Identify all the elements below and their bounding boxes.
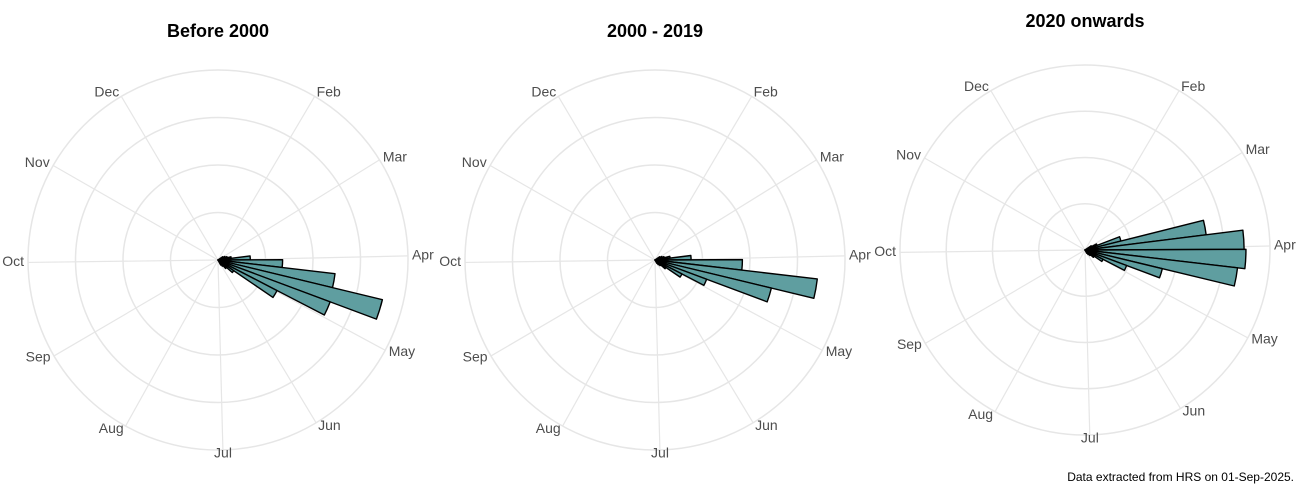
grid-spoke xyxy=(120,96,219,261)
month-label: Nov xyxy=(25,154,50,170)
chart-title: 2000 - 2019 xyxy=(607,21,703,41)
grid-circle xyxy=(27,69,409,451)
grid-spoke xyxy=(53,259,219,357)
grid-circle xyxy=(74,116,362,404)
month-label: Oct xyxy=(439,253,461,269)
grid-spoke xyxy=(654,259,661,450)
month-label: Jul xyxy=(214,445,232,461)
month-label: Aug xyxy=(536,420,561,436)
grid-circle xyxy=(122,164,314,356)
month-label: Mar xyxy=(820,148,844,164)
grid-spoke xyxy=(217,259,317,424)
bar xyxy=(217,259,222,266)
grid-spoke xyxy=(1084,90,1180,251)
grid-spoke xyxy=(28,259,219,264)
month-label: Aug xyxy=(968,406,993,422)
grid-spoke xyxy=(990,90,1086,251)
grid-spoke xyxy=(924,157,1086,251)
month-label: May xyxy=(826,343,852,359)
month-label: Jun xyxy=(755,417,778,433)
grid-spoke xyxy=(465,259,656,264)
grid-circle xyxy=(559,164,751,356)
month-label: May xyxy=(1251,330,1277,346)
chart-title: 2020 onwards xyxy=(1025,11,1144,31)
grid-spoke xyxy=(654,259,754,424)
grid-circle xyxy=(511,116,799,404)
grid-spoke xyxy=(900,249,1086,253)
grid-spoke xyxy=(217,259,224,450)
grid-spoke xyxy=(490,259,656,357)
month-label: Feb xyxy=(317,84,341,100)
grid-spoke xyxy=(994,249,1086,412)
month-label: Dec xyxy=(94,84,119,100)
grid-spoke xyxy=(217,96,316,261)
grid-spoke xyxy=(1084,249,1091,435)
month-label: Mar xyxy=(1246,141,1270,157)
month-label: Jul xyxy=(651,445,669,461)
grid-spoke xyxy=(654,159,817,261)
month-label: Dec xyxy=(531,84,556,100)
month-label: Jun xyxy=(1183,403,1206,419)
month-label: Sep xyxy=(26,349,51,365)
grid-spoke xyxy=(557,96,656,261)
month-label: Nov xyxy=(896,147,921,163)
grid-spoke xyxy=(217,159,380,261)
month-label: Jun xyxy=(318,417,341,433)
grid-circle xyxy=(899,64,1271,436)
bar xyxy=(1084,249,1088,254)
month-label: Nov xyxy=(462,154,487,170)
grid-spoke xyxy=(125,259,219,427)
month-label: Apr xyxy=(1274,237,1296,253)
bar xyxy=(654,259,658,265)
month-label: Oct xyxy=(2,253,24,269)
month-label: Sep xyxy=(897,336,922,352)
grid-spoke xyxy=(52,164,219,261)
month-label: Aug xyxy=(99,420,124,436)
month-label: Jul xyxy=(1081,430,1099,446)
grid-spoke xyxy=(562,259,656,427)
month-label: Sep xyxy=(463,349,488,365)
month-label: Mar xyxy=(383,148,407,164)
month-label: May xyxy=(389,343,415,359)
month-label: Oct xyxy=(874,243,896,259)
grid-spoke xyxy=(489,164,656,261)
month-label: Apr xyxy=(849,247,871,263)
footnote: Data extracted from HRS on 01-Sep-2025. xyxy=(1067,470,1294,484)
chart-title: Before 2000 xyxy=(167,21,269,41)
grid-spoke xyxy=(654,96,753,261)
month-label: Apr xyxy=(412,247,434,263)
grid-spoke xyxy=(1084,151,1243,251)
month-label: Feb xyxy=(1181,78,1205,94)
grid-spoke xyxy=(925,249,1086,344)
grid-spoke xyxy=(1084,249,1181,409)
grid-circle xyxy=(464,69,846,451)
month-label: Feb xyxy=(754,84,778,100)
month-label: Dec xyxy=(964,78,989,94)
